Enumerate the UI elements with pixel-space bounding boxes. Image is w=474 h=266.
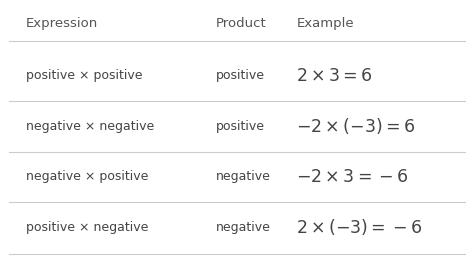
Text: negative: negative bbox=[216, 171, 271, 183]
Text: $2 \times 3 = 6$: $2 \times 3 = 6$ bbox=[296, 67, 373, 85]
Text: negative: negative bbox=[216, 221, 271, 234]
Text: Expression: Expression bbox=[26, 18, 98, 30]
Text: positive: positive bbox=[216, 120, 264, 133]
Text: positive × positive: positive × positive bbox=[26, 69, 143, 82]
Text: $-2 \times 3 = -6$: $-2 \times 3 = -6$ bbox=[296, 168, 409, 186]
Text: Example: Example bbox=[296, 18, 354, 30]
Text: Product: Product bbox=[216, 18, 266, 30]
Text: $-2 \times (-3) = 6$: $-2 \times (-3) = 6$ bbox=[296, 116, 416, 136]
Text: negative × negative: negative × negative bbox=[26, 120, 155, 133]
Text: positive × negative: positive × negative bbox=[26, 221, 148, 234]
Text: positive: positive bbox=[216, 69, 264, 82]
Text: negative × positive: negative × positive bbox=[26, 171, 148, 183]
Text: $2 \times (-3) = -6$: $2 \times (-3) = -6$ bbox=[296, 217, 422, 238]
